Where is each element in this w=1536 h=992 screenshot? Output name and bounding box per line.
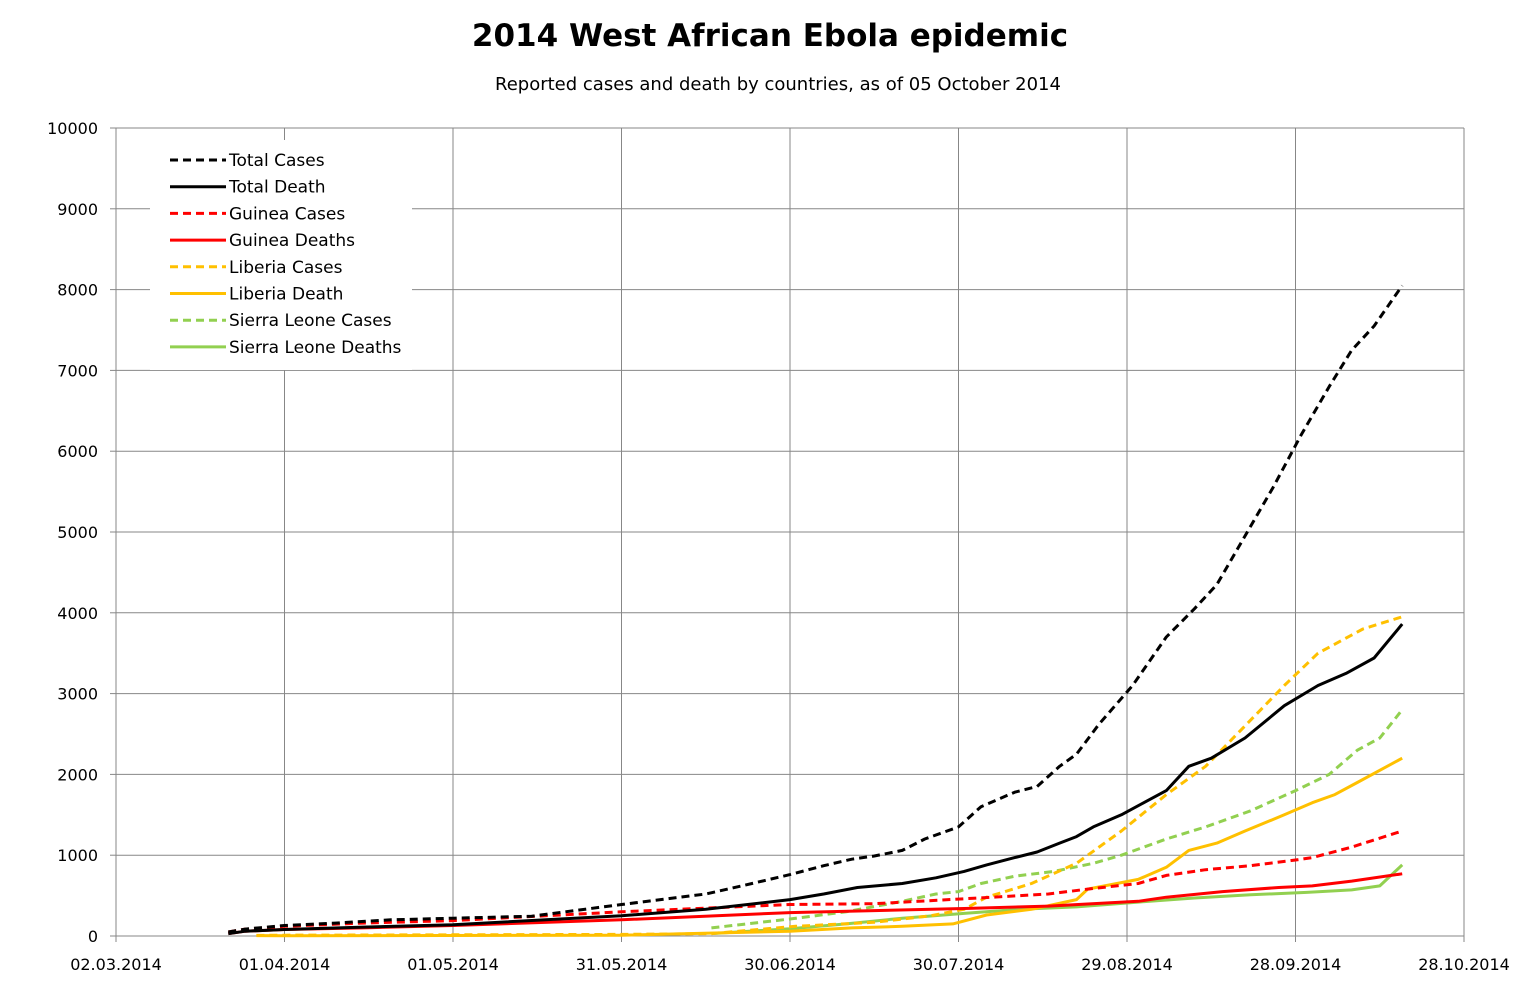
x-tick-label: 30.06.2014 [744, 955, 836, 974]
y-tick-label: 6000 [57, 442, 98, 461]
y-tick-label: 1000 [57, 846, 98, 865]
x-tick-label: 01.05.2014 [407, 955, 499, 974]
series-line-total-death [228, 623, 1404, 936]
y-tick-label: 0 [88, 927, 98, 946]
chart-subtitle: Reported cases and death by countries, a… [495, 74, 1061, 95]
y-tick-label: 10000 [47, 119, 98, 138]
y-tick-label: 5000 [57, 523, 98, 542]
x-tick-label: 30.07.2014 [913, 955, 1005, 974]
series-line-sierra-leone-deaths [711, 863, 1404, 936]
legend-label: Total Cases [228, 151, 325, 171]
legend-label: Sierra Leone Cases [229, 311, 392, 331]
y-tick-label: 9000 [57, 200, 98, 219]
x-tick-label: 28.09.2014 [1250, 955, 1342, 974]
series-line-liberia-cases [256, 615, 1403, 937]
series-lines [228, 284, 1404, 938]
series-line-total-cases [228, 284, 1404, 934]
legend-box [150, 140, 412, 370]
series-line-sierra-leone-cases [711, 708, 1404, 930]
x-tick-label: 31.05.2014 [576, 955, 668, 974]
legend-label: Guinea Deaths [229, 231, 355, 251]
x-tick-label: 01.04.2014 [239, 955, 331, 974]
x-tick-label: 28.10.2014 [1418, 955, 1510, 974]
legend-label: Liberia Cases [229, 258, 343, 278]
series-line-liberia-death [256, 756, 1403, 938]
x-axis-tick-labels: 02.03.2014 01.04.2014 01.05.2014 31.05.2014… [70, 955, 1510, 974]
legend-label: Liberia Death [229, 285, 343, 305]
y-tick-label: 3000 [57, 685, 98, 704]
legend: Total Cases Total Death Guinea Cases Guinea… [150, 140, 412, 370]
legend-label: Guinea Cases [229, 204, 345, 224]
y-tick-label: 7000 [57, 361, 98, 380]
chart-title: 2014 West African Ebola epidemic [471, 18, 1069, 54]
y-tick-label: 8000 [57, 281, 98, 300]
legend-label: Total Death [228, 178, 326, 198]
y-axis-tick-labels: 0 1000 2000 3000 4000 5000 6000 7000 8000 9000 100… [47, 119, 98, 946]
x-tick-label: 02.03.2014 [70, 955, 162, 974]
series-line-guinea-cases [228, 829, 1403, 934]
legend-label: Sierra Leone Deaths [229, 338, 402, 358]
x-tick-label: 29.08.2014 [1081, 955, 1173, 974]
y-tick-label: 4000 [57, 604, 98, 623]
y-tick-label: 2000 [57, 765, 98, 784]
